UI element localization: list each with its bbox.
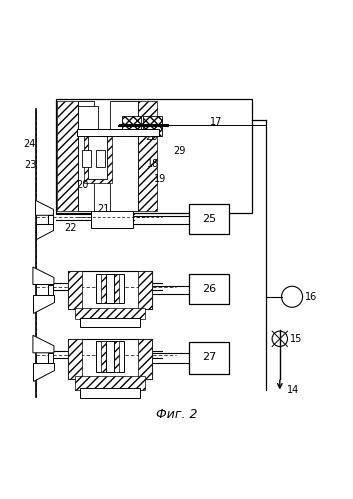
Text: 17: 17 xyxy=(210,117,222,127)
Bar xyxy=(68,339,152,379)
Bar xyxy=(138,101,157,211)
Bar xyxy=(80,318,140,326)
Bar xyxy=(96,273,124,303)
Bar xyxy=(122,116,142,136)
Bar xyxy=(78,101,94,211)
Bar xyxy=(48,284,53,295)
Text: 19: 19 xyxy=(154,175,166,185)
Bar xyxy=(101,340,119,372)
Polygon shape xyxy=(36,224,53,239)
Text: 28: 28 xyxy=(145,132,157,142)
Bar xyxy=(101,273,119,303)
Bar xyxy=(84,129,112,183)
Polygon shape xyxy=(36,201,53,215)
Text: 29: 29 xyxy=(173,146,185,157)
Text: 15: 15 xyxy=(290,334,303,344)
Polygon shape xyxy=(33,335,54,353)
Bar xyxy=(106,340,114,372)
Bar xyxy=(58,101,78,211)
Bar xyxy=(68,270,152,309)
Bar xyxy=(189,274,229,304)
Bar xyxy=(189,204,229,234)
Bar xyxy=(91,211,133,229)
Bar xyxy=(77,129,159,136)
Bar xyxy=(82,150,91,167)
Text: 22: 22 xyxy=(65,224,77,234)
Bar xyxy=(80,388,140,398)
Bar xyxy=(106,273,114,303)
Bar xyxy=(96,150,105,167)
Bar xyxy=(75,376,145,390)
Bar xyxy=(56,99,252,213)
Bar xyxy=(138,339,152,379)
Bar xyxy=(68,270,82,309)
Text: 26: 26 xyxy=(202,284,216,294)
Bar xyxy=(88,132,107,180)
Bar xyxy=(78,106,98,129)
Text: 27: 27 xyxy=(202,352,216,362)
Text: 21: 21 xyxy=(97,204,109,214)
Bar xyxy=(48,353,53,363)
Polygon shape xyxy=(33,363,54,381)
Bar xyxy=(143,116,162,136)
Bar xyxy=(75,308,145,319)
Bar xyxy=(110,101,138,211)
Text: 24: 24 xyxy=(23,139,36,149)
Text: Фиг. 2: Фиг. 2 xyxy=(156,408,197,421)
Bar xyxy=(48,215,53,224)
Bar xyxy=(189,342,229,374)
Text: 14: 14 xyxy=(287,385,299,395)
Polygon shape xyxy=(33,267,54,284)
Bar xyxy=(96,340,124,372)
Text: 20: 20 xyxy=(77,180,89,190)
Text: 23: 23 xyxy=(24,161,36,171)
Bar xyxy=(68,339,82,379)
Text: 18: 18 xyxy=(147,159,159,169)
Bar xyxy=(138,270,152,309)
Polygon shape xyxy=(33,295,54,312)
Text: 16: 16 xyxy=(305,292,318,302)
Text: 25: 25 xyxy=(202,214,216,224)
